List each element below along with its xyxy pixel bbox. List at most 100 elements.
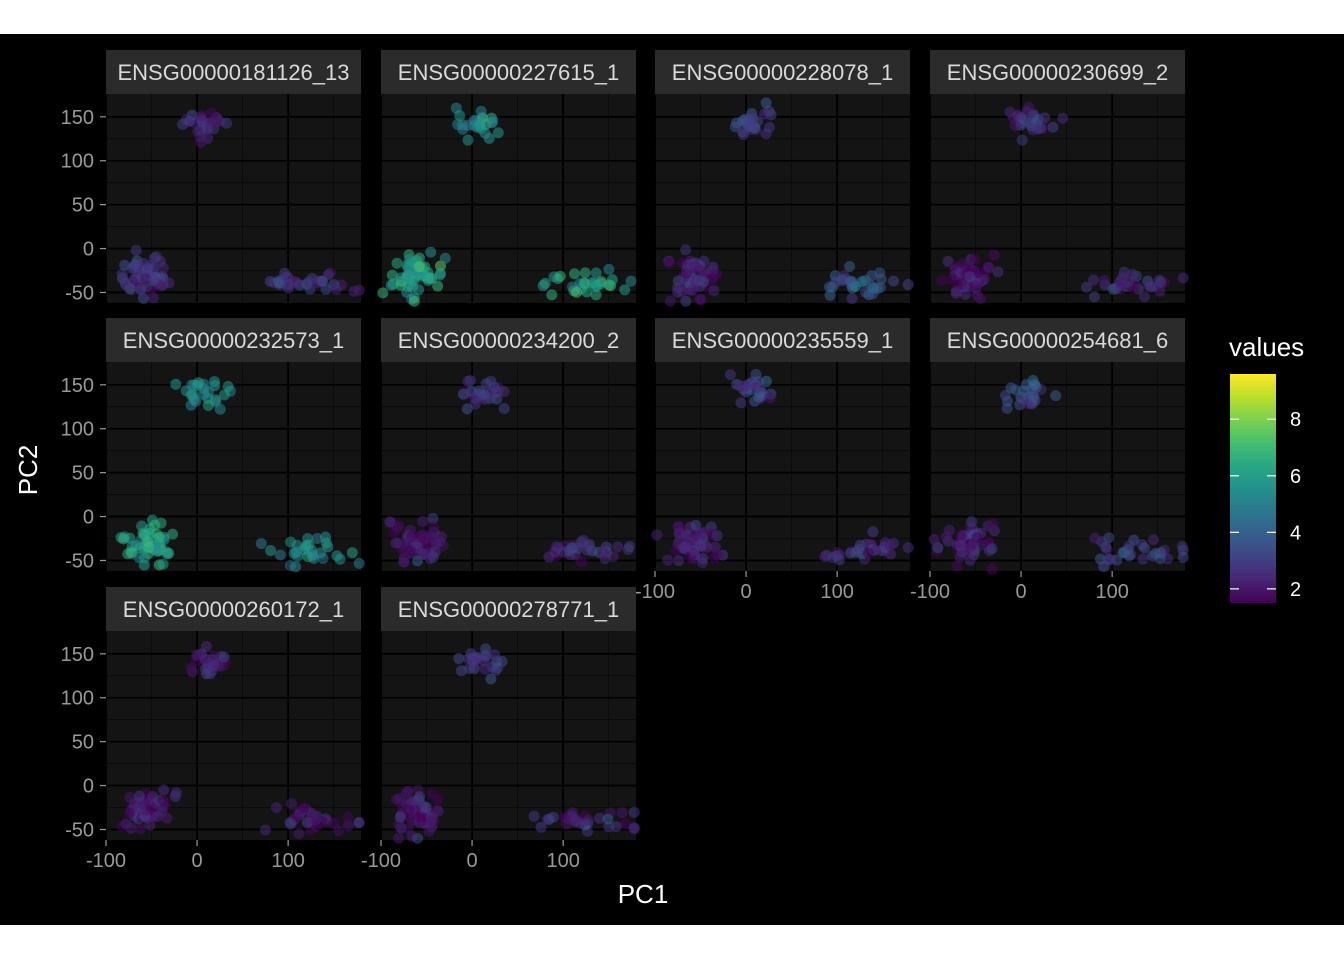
data-point xyxy=(133,790,145,802)
data-point xyxy=(144,819,156,831)
data-point xyxy=(480,378,492,390)
data-point xyxy=(1176,540,1188,552)
data-point xyxy=(546,289,558,301)
data-point xyxy=(628,822,640,834)
legend-tick-label: 2 xyxy=(1290,579,1301,601)
data-point xyxy=(319,531,331,543)
data-point xyxy=(579,278,591,290)
data-point xyxy=(682,260,694,272)
data-point xyxy=(680,295,692,307)
y-tick-label: 0 xyxy=(83,507,94,529)
data-point xyxy=(188,393,200,405)
data-point xyxy=(408,295,420,307)
data-point xyxy=(489,649,501,661)
data-point xyxy=(687,284,699,296)
data-point xyxy=(264,275,276,287)
data-point xyxy=(846,276,858,288)
data-point xyxy=(149,519,161,531)
data-point xyxy=(680,529,692,541)
data-point xyxy=(741,114,753,126)
data-point xyxy=(867,282,879,294)
data-point xyxy=(1126,268,1138,280)
y-tick-label: 100 xyxy=(61,688,94,710)
data-point xyxy=(711,530,723,542)
data-point xyxy=(590,281,602,293)
data-point xyxy=(902,542,914,554)
y-tick-label: 0 xyxy=(83,776,94,798)
data-point xyxy=(150,251,162,263)
data-point xyxy=(139,552,151,564)
data-point xyxy=(554,270,566,282)
facet-panel: ENSG00000260172_1 -50 0 50 100 150 -100 0 100 xyxy=(61,587,365,872)
y-tick-label: 150 xyxy=(61,107,94,129)
data-point xyxy=(353,817,365,829)
data-point xyxy=(439,252,451,264)
data-point xyxy=(662,554,674,566)
data-point xyxy=(152,810,164,822)
data-point xyxy=(385,279,397,291)
data-point xyxy=(116,268,128,280)
facet-strip xyxy=(655,50,910,94)
data-point xyxy=(135,823,147,835)
data-point xyxy=(425,246,437,258)
data-point xyxy=(416,815,428,827)
data-point xyxy=(711,549,723,561)
data-point xyxy=(480,650,492,662)
data-point xyxy=(185,662,197,674)
y-axis-title: PC2 xyxy=(13,445,43,496)
data-point xyxy=(957,258,969,270)
data-point xyxy=(405,531,417,543)
data-point xyxy=(750,368,762,380)
data-point xyxy=(1088,291,1100,303)
data-point xyxy=(971,531,983,543)
legend-colorbar xyxy=(1230,374,1276,603)
facet-strip-label: ENSG00000260172_1 xyxy=(123,597,344,622)
data-point xyxy=(844,261,856,273)
data-point xyxy=(191,649,203,661)
data-point xyxy=(602,813,614,825)
data-point xyxy=(566,811,578,823)
data-point xyxy=(528,810,540,822)
data-point xyxy=(1028,391,1040,403)
data-point xyxy=(693,264,705,276)
data-point xyxy=(205,107,217,119)
data-point xyxy=(322,541,334,553)
data-point xyxy=(1032,123,1044,135)
facet-panel: ENSG00000227615_1 xyxy=(377,50,637,307)
data-point xyxy=(625,275,637,287)
data-point xyxy=(120,279,132,291)
x-tick-label: 100 xyxy=(820,581,853,603)
data-point xyxy=(307,550,319,562)
data-point xyxy=(735,397,747,409)
data-point xyxy=(129,259,141,271)
x-tick-label: 100 xyxy=(271,850,304,872)
data-point xyxy=(1081,281,1093,293)
data-point xyxy=(209,376,221,388)
data-point xyxy=(966,516,978,528)
data-point xyxy=(986,563,998,575)
facet-strip-label: ENSG00000235559_1 xyxy=(672,328,893,353)
data-point xyxy=(846,293,858,305)
data-point xyxy=(426,788,438,800)
data-point xyxy=(432,280,444,292)
data-point xyxy=(543,813,555,825)
data-point xyxy=(603,263,615,275)
data-point xyxy=(1122,544,1134,556)
x-tick-label: 0 xyxy=(741,581,752,603)
facet-panel: ENSG00000234200_2 xyxy=(380,318,636,571)
data-point xyxy=(697,552,709,564)
data-point xyxy=(623,541,635,553)
data-point xyxy=(1057,112,1069,124)
data-point xyxy=(606,274,618,286)
data-point xyxy=(124,791,136,803)
data-point xyxy=(196,115,208,127)
data-point xyxy=(867,526,879,538)
data-point xyxy=(610,821,622,833)
x-tick-label: -100 xyxy=(910,581,950,603)
data-point xyxy=(222,380,234,392)
data-point xyxy=(1138,291,1150,303)
data-point xyxy=(137,292,149,304)
facet-strip xyxy=(655,318,910,362)
data-point xyxy=(167,528,179,540)
